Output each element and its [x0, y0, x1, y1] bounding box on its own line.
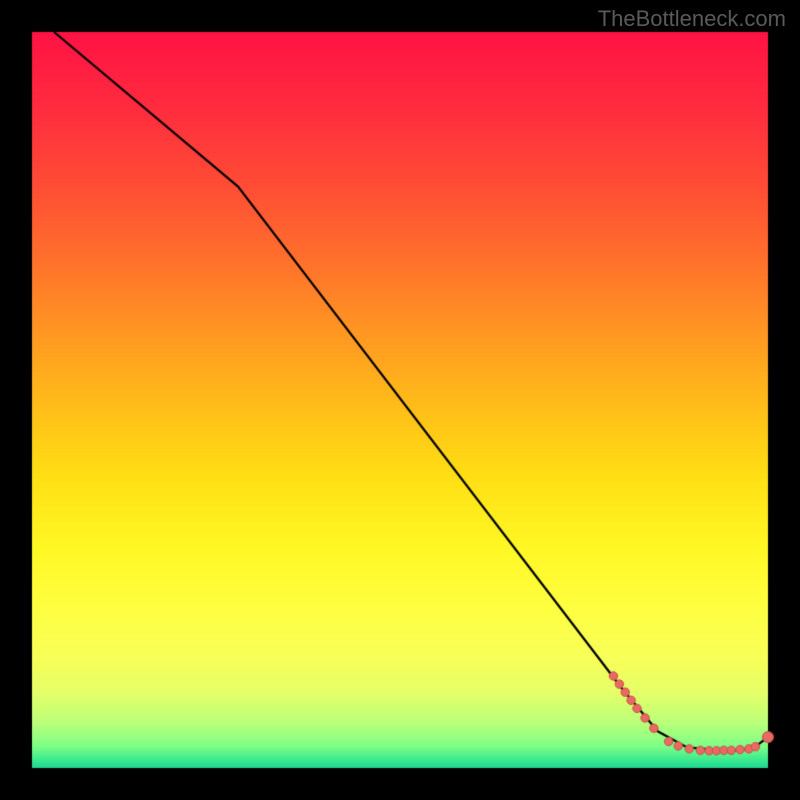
watermark-text: TheBottleneck.com — [598, 6, 786, 32]
bottleneck-chart — [0, 0, 800, 800]
